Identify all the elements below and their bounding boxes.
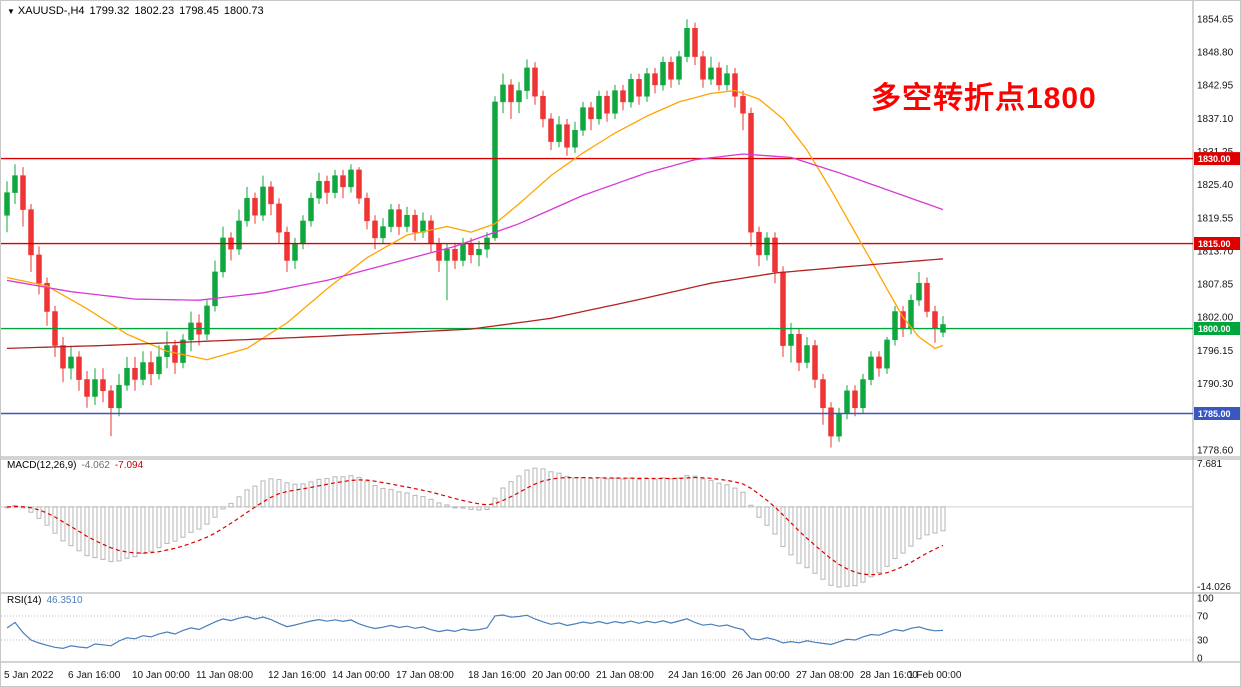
svg-text:14 Jan 00:00: 14 Jan 00:00 — [332, 670, 390, 681]
svg-text:24 Jan 16:00: 24 Jan 16:00 — [668, 670, 726, 681]
svg-text:1825.40: 1825.40 — [1197, 180, 1234, 191]
quote-high: 1802.23 — [134, 5, 175, 17]
svg-text:6 Jan 16:00: 6 Jan 16:00 — [68, 670, 121, 681]
svg-text:70: 70 — [1197, 612, 1209, 623]
svg-text:1830.00: 1830.00 — [1198, 154, 1231, 164]
svg-text:1 Feb 00:00: 1 Feb 00:00 — [908, 670, 962, 681]
svg-text:1815.00: 1815.00 — [1198, 239, 1231, 249]
svg-text:1796.15: 1796.15 — [1197, 346, 1234, 357]
svg-text:1819.55: 1819.55 — [1197, 213, 1234, 224]
svg-text:1807.85: 1807.85 — [1197, 280, 1234, 291]
rsi-axis: 100 70 30 0 — [1197, 594, 1214, 665]
svg-text:28 Jan 16:00: 28 Jan 16:00 — [860, 670, 918, 681]
rsi-value: 46.3510 — [46, 595, 83, 606]
svg-text:21 Jan 08:00: 21 Jan 08:00 — [596, 670, 654, 681]
rsi-label: RSI(14) 46.3510 — [7, 595, 88, 606]
svg-text:10 Jan 00:00: 10 Jan 00:00 — [132, 670, 190, 681]
quote-low: 1798.45 — [179, 5, 219, 17]
price-tag-1815.00: 1815.00 — [1194, 237, 1240, 250]
price-tag-1785.00: 1785.00 — [1194, 407, 1240, 420]
macd-value-signal: -7.094 — [114, 460, 144, 471]
panel-frame — [1, 1, 1240, 663]
svg-text:11 Jan 08:00: 11 Jan 08:00 — [196, 670, 254, 681]
symbol-dropdown-icon[interactable]: ▼ — [7, 7, 15, 16]
macd-histogram — [4, 467, 946, 588]
svg-text:1785.00: 1785.00 — [1198, 409, 1231, 419]
svg-text:1778.60: 1778.60 — [1197, 445, 1234, 456]
rsi-line — [6, 614, 944, 650]
macd-label: MACD(12,26,9) -4.062 -7.094 — [7, 460, 148, 471]
symbol-period: XAUUSD-,H4 — [17, 5, 85, 17]
quote-open: 1799.32 — [89, 5, 130, 17]
svg-text:-14.026: -14.026 — [1197, 582, 1231, 593]
ma-fast-line — [6, 89, 944, 361]
svg-text:18 Jan 16:00: 18 Jan 16:00 — [468, 670, 526, 681]
svg-text:1790.30: 1790.30 — [1197, 379, 1234, 390]
svg-text:1854.65: 1854.65 — [1197, 14, 1234, 25]
price-tag-1830.00: 1830.00 — [1194, 152, 1240, 166]
price-axis: 1854.651848.801842.951837.101831.251825.… — [1197, 14, 1234, 456]
svg-text:0: 0 — [1197, 654, 1203, 665]
svg-text:17 Jan 08:00: 17 Jan 08:00 — [396, 670, 454, 681]
svg-text:12 Jan 16:00: 12 Jan 16:00 — [268, 670, 326, 681]
svg-text:1813.70: 1813.70 — [1197, 246, 1234, 257]
macd-axis: 7.681 -14.026 — [1197, 459, 1231, 593]
ma-mid-line — [6, 153, 944, 301]
time-axis: 5 Jan 2022 6 Jan 16:00 10 Jan 00:00 11 Jan … — [4, 670, 962, 681]
svg-text:1802.00: 1802.00 — [1197, 313, 1234, 324]
ma-slow-line — [6, 258, 944, 350]
svg-text:100: 100 — [1197, 594, 1214, 605]
annotation-text: 多空转折点1800 — [871, 82, 1097, 115]
macd-signal-line — [6, 476, 944, 576]
svg-text:1848.80: 1848.80 — [1197, 48, 1234, 59]
svg-text:20 Jan 00:00: 20 Jan 00:00 — [532, 670, 590, 681]
svg-text:30: 30 — [1197, 636, 1209, 647]
price-tag-1800.00: 1800.00 — [1194, 322, 1240, 335]
macd-value-main: -4.062 — [81, 460, 110, 471]
svg-text:1842.95: 1842.95 — [1197, 81, 1234, 92]
svg-text:5 Jan 2022: 5 Jan 2022 — [4, 670, 54, 681]
rsi-name: RSI(14) — [7, 595, 42, 606]
svg-text:1837.10: 1837.10 — [1197, 114, 1234, 125]
quote-bar: ▼ XAUUSD-,H4 1799.32 1802.23 1798.45 1800.73 — [7, 5, 269, 17]
quote-close: 1800.73 — [223, 5, 264, 17]
svg-text:26 Jan 00:00: 26 Jan 00:00 — [732, 670, 790, 681]
svg-text:27 Jan 08:00: 27 Jan 08:00 — [796, 670, 854, 681]
macd-name: MACD(12,26,9) — [7, 460, 77, 471]
svg-text:1800.00: 1800.00 — [1198, 324, 1231, 334]
svg-text:7.681: 7.681 — [1197, 459, 1222, 470]
candlestick-series — [4, 19, 946, 448]
